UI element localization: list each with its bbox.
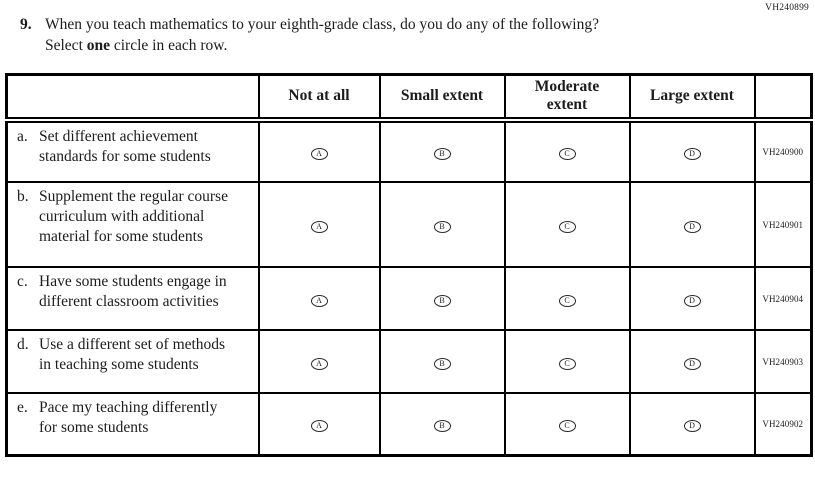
option-cell-moderate-extent: C — [503, 329, 631, 395]
answer-circle-d[interactable]: D — [683, 220, 701, 233]
option-cell-not-at-all: A — [257, 392, 381, 457]
option-cell-small-extent: B — [378, 181, 506, 269]
option-cell-large-extent: D — [628, 119, 756, 184]
header-empty-cell — [5, 73, 260, 124]
answer-circle-a[interactable]: A — [310, 220, 328, 233]
header-not-at-all: Not at all — [257, 73, 381, 124]
header-moderate-extent: Moderate extent — [503, 73, 631, 124]
option-cell-small-extent: B — [378, 266, 506, 332]
question-text: When you teach mathematics to your eight… — [45, 15, 625, 57]
option-cell-large-extent: D — [628, 392, 756, 457]
header-small-extent: Small extent — [378, 73, 506, 124]
question-number: 9. — [20, 16, 32, 33]
answer-circle-d[interactable]: D — [683, 148, 701, 161]
option-cell-not-at-all: A — [257, 329, 381, 395]
table-row-a: a. Set different achievement standards fo… — [5, 119, 813, 184]
response-grid: Not at all Small extent Moderate extent … — [5, 72, 813, 457]
answer-circle-c[interactable]: C — [558, 357, 576, 370]
option-cell-moderate-extent: C — [503, 119, 631, 184]
option-cell-large-extent: D — [628, 181, 756, 269]
header-large-extent: Large extent — [628, 73, 756, 124]
question-text-part1: When you teach mathematics to your eight… — [45, 16, 599, 54]
table-row-b: b. Supplement the regular course curricul… — [5, 181, 813, 269]
answer-circle-b[interactable]: B — [433, 220, 451, 233]
header-code-cell — [753, 73, 813, 124]
question-text-bold-word: one — [86, 36, 110, 54]
row-code: VH240904 — [753, 266, 813, 332]
answer-circle-b[interactable]: B — [433, 357, 451, 370]
option-cell-small-extent: B — [378, 329, 506, 395]
row-code: VH240903 — [753, 329, 813, 395]
answer-circle-c[interactable]: C — [558, 294, 576, 307]
answer-circle-c[interactable]: C — [558, 220, 576, 233]
answer-circle-d[interactable]: D — [683, 294, 701, 307]
option-cell-moderate-extent: C — [503, 181, 631, 269]
header-row: Not at all Small extent Moderate extent … — [5, 73, 813, 124]
answer-circle-c[interactable]: C — [558, 419, 576, 432]
answer-circle-a[interactable]: A — [310, 294, 328, 307]
option-cell-small-extent: B — [378, 119, 506, 184]
table-row-c: c. Have some students engage in different… — [5, 266, 813, 332]
answer-circle-d[interactable]: D — [683, 419, 701, 432]
answer-circle-a[interactable]: A — [310, 419, 328, 432]
answer-circle-b[interactable]: B — [433, 419, 451, 432]
option-cell-large-extent: D — [628, 329, 756, 395]
answer-circle-c[interactable]: C — [558, 148, 576, 161]
row-label: d. Use a different set of methods in teac… — [5, 329, 260, 395]
option-cell-not-at-all: A — [257, 266, 381, 332]
question-block: 9. When you teach mathematics to your ei… — [20, 15, 815, 57]
option-cell-not-at-all: A — [257, 181, 381, 269]
form-code: VH240899 — [765, 3, 809, 13]
row-code: VH240902 — [753, 392, 813, 457]
answer-circle-a[interactable]: A — [310, 357, 328, 370]
table-row-d: d. Use a different set of methods in teac… — [5, 329, 813, 395]
row-code: VH240900 — [753, 119, 813, 184]
answer-circle-b[interactable]: B — [433, 294, 451, 307]
table-row-e: e. Pace my teaching differently for some … — [5, 392, 813, 457]
option-cell-moderate-extent: C — [503, 392, 631, 457]
row-label: a. Set different achievement standards fo… — [5, 119, 260, 184]
answer-circle-b[interactable]: B — [433, 148, 451, 161]
option-cell-not-at-all: A — [257, 119, 381, 184]
option-cell-moderate-extent: C — [503, 266, 631, 332]
row-label: b. Supplement the regular course curricul… — [5, 181, 260, 269]
option-cell-large-extent: D — [628, 266, 756, 332]
answer-circle-a[interactable]: A — [310, 148, 328, 161]
row-code: VH240901 — [753, 181, 813, 269]
row-label: c. Have some students engage in different… — [5, 266, 260, 332]
row-label: e. Pace my teaching differently for some … — [5, 392, 260, 457]
option-cell-small-extent: B — [378, 392, 506, 457]
question-text-part2: circle in each row. — [110, 36, 228, 54]
answer-circle-d[interactable]: D — [683, 357, 701, 370]
